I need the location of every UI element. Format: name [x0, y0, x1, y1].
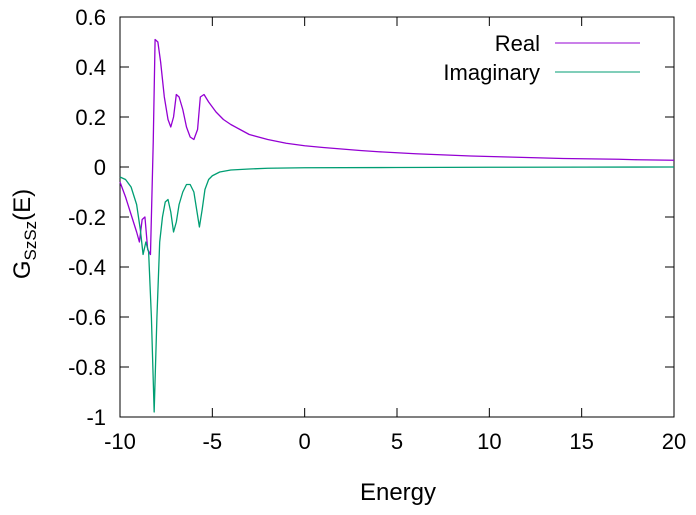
- legend-label-imaginary: Imaginary: [443, 60, 540, 85]
- x-tick-label: 15: [569, 429, 593, 454]
- x-tick-label: -10: [104, 429, 136, 454]
- x-tick-label: 10: [477, 429, 501, 454]
- plot-frame: [119, 16, 675, 418]
- y-axis-label: GSzSz(E): [9, 189, 40, 279]
- y-tick-label: -0.6: [68, 305, 106, 330]
- ticks: [119, 16, 675, 418]
- y-tick-label: -1: [86, 405, 106, 430]
- x-tick-label: 0: [299, 429, 311, 454]
- series-line-imaginary: [119, 166, 675, 413]
- y-axis-label-base: G: [9, 261, 36, 280]
- y-tick-label: -0.2: [68, 205, 106, 230]
- y-axis-label-sub: SzSz: [21, 221, 40, 261]
- x-tick-label: -5: [203, 429, 223, 454]
- y-tick-label: 0.2: [75, 105, 106, 130]
- legend-label-real: Real: [495, 31, 540, 56]
- legend: Real Imaginary: [443, 31, 640, 85]
- y-tick-label: -0.8: [68, 355, 106, 380]
- x-tick-label: 5: [391, 429, 403, 454]
- y-tick-label: 0: [94, 155, 106, 180]
- tick-labels: -10 -5 0 5 10 15 20 -1 -0.8 -0.6 -0.4 -0.2 0 0.2 0.4 0.…: [68, 5, 686, 454]
- series-line-real: [119, 38, 675, 256]
- plot-border: [119, 16, 675, 418]
- y-tick-label: -0.4: [68, 255, 106, 280]
- x-tick-label: 20: [662, 429, 686, 454]
- y-axis-label-suffix: (E): [9, 189, 36, 221]
- y-tick-label: 0.4: [75, 55, 106, 80]
- y-tick-label: 0.6: [75, 5, 106, 30]
- x-axis-label: Energy: [360, 479, 436, 506]
- series-layer: [119, 38, 675, 413]
